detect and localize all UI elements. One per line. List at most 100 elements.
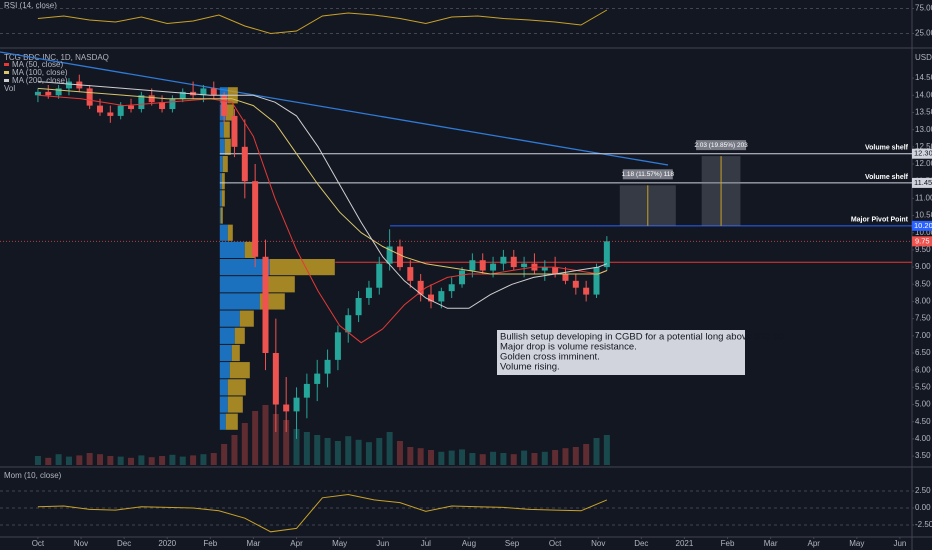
candle-body [45, 91, 52, 96]
x-tick-label: Jul [421, 539, 431, 548]
candle-body [365, 287, 372, 299]
volume-bar [303, 432, 310, 465]
level-label: Volume shelf [865, 145, 909, 152]
profile-up [219, 362, 230, 379]
profile-down [239, 310, 254, 327]
note-line: Major drop is volume resistance. [500, 342, 637, 353]
y-tick-label: 13.50 [915, 108, 932, 117]
volume-bar [107, 456, 114, 465]
volume-bar [86, 453, 93, 465]
x-tick-label: Feb [721, 539, 735, 548]
y-tick-label: 10.50 [915, 211, 932, 220]
candle-body [117, 105, 124, 116]
y-tick-label: 14.00 [915, 90, 932, 99]
x-tick-label: 2020 [158, 539, 176, 548]
volume-bar [272, 414, 279, 465]
volume-bar [386, 432, 393, 465]
x-tick-label: Dec [117, 539, 131, 548]
candle-body [583, 287, 590, 295]
candle-body [34, 91, 41, 96]
y-tick-label: 4.00 [915, 434, 931, 443]
profile-up [219, 241, 245, 258]
y-tick-label: 6.50 [915, 348, 931, 357]
volume-bar [552, 450, 559, 465]
candle-body [272, 352, 279, 405]
symbol-title: TCG BDC INC, 1D, NASDAQ [4, 53, 109, 62]
indicator-line [37, 9, 608, 35]
mom-title: Mom (10, close) [4, 471, 62, 480]
y-tick-label: 6.00 [915, 365, 931, 374]
indicator-line [37, 493, 608, 533]
profile-up [219, 173, 222, 190]
volume-bar [65, 456, 72, 465]
profile-down [224, 138, 231, 155]
candle-body [324, 359, 331, 374]
volume-bar [510, 454, 517, 465]
volume-bar [417, 448, 424, 465]
candle-body [469, 260, 476, 271]
x-tick-label: Dec [634, 539, 648, 548]
x-tick-label: Mar [247, 539, 261, 548]
volume-bar [190, 455, 197, 465]
price-label: 10.20 [914, 221, 932, 230]
y-tick-label: 7.00 [915, 331, 931, 340]
x-tick-label: Oct [32, 539, 45, 548]
profile-down [244, 241, 255, 258]
profile-down [229, 362, 250, 379]
y-tick-label: 7.50 [915, 314, 931, 323]
note: Bullish setup developing in CGBD for a p… [497, 330, 784, 375]
legend-entry: MA (50, close) [12, 60, 63, 69]
volume-bar [407, 447, 414, 465]
candle-body [603, 241, 610, 268]
candle-body [541, 267, 548, 271]
volume-bar [324, 438, 331, 465]
price-label-box [912, 177, 932, 188]
x-tick-label: Jun [893, 539, 906, 548]
price-label-box [912, 220, 932, 231]
profile-up [219, 310, 240, 327]
profile-down [234, 327, 245, 344]
y-tick-label: 8.50 [915, 279, 931, 288]
candle-body [303, 383, 310, 398]
candle-body [96, 105, 103, 113]
candle-body [552, 267, 559, 274]
volume-bar [355, 439, 362, 465]
measure-label: 2.03 (19.85%) 203 [694, 142, 748, 149]
price-label: 12.30 [914, 149, 932, 158]
volume-bar [500, 453, 507, 465]
y-tick-label: 5.50 [915, 382, 931, 391]
x-tick-label: Mar [764, 539, 778, 548]
volume-bar [252, 411, 259, 465]
volume-bar [469, 453, 476, 465]
volume-bar [231, 435, 238, 465]
candle-body [428, 294, 435, 302]
profile-down [221, 173, 225, 190]
profile-up [219, 327, 235, 344]
profile-up [219, 259, 270, 276]
y-tick-label: 9.50 [915, 245, 931, 254]
volume-bar [55, 454, 62, 465]
x-tick-label: Sep [505, 539, 520, 548]
profile-down [222, 155, 228, 173]
candle-body [86, 88, 93, 106]
y-tick-label: 25.00 [915, 29, 932, 38]
candle-body [55, 88, 62, 96]
trendline [0, 51, 669, 166]
profile-down [225, 104, 234, 121]
last-price-box [912, 236, 932, 247]
candle-body [572, 280, 579, 288]
volume-bar [221, 444, 228, 465]
volume-bar [148, 457, 155, 465]
volume-bar [365, 442, 372, 465]
volume-bar [200, 454, 207, 465]
candle-body [593, 267, 600, 295]
candle-body [500, 256, 507, 264]
volume-bar [428, 450, 435, 465]
volume-bar [262, 405, 269, 465]
profile-down [264, 276, 295, 293]
volume-bar [541, 451, 548, 465]
profile-up [219, 344, 232, 362]
profile-down [221, 190, 225, 207]
candle-body [334, 332, 341, 360]
